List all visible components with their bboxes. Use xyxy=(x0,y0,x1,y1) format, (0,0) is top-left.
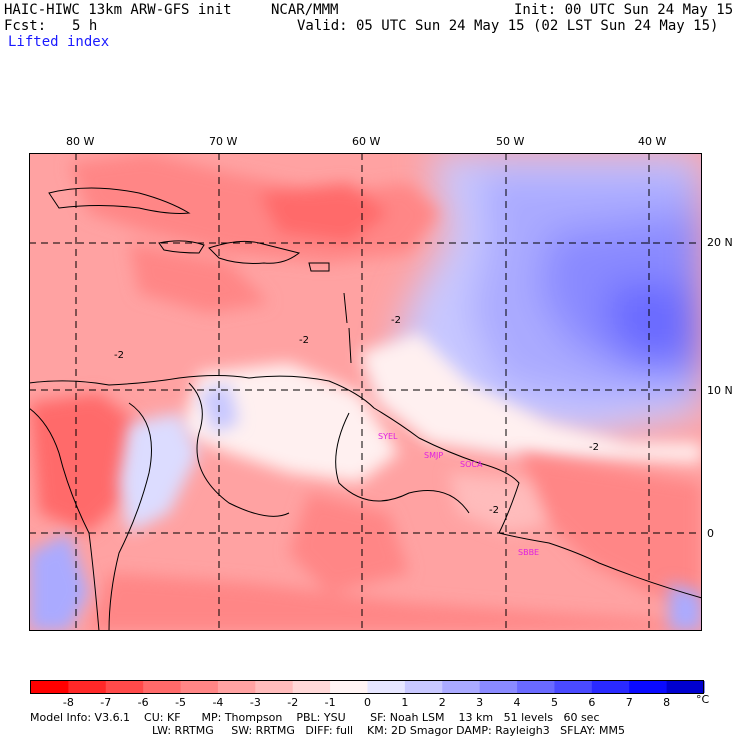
forecast-hour: 5 h xyxy=(72,18,98,34)
colorbar-swatch xyxy=(292,681,331,693)
field-name: Lifted index xyxy=(8,34,110,50)
colorbar-swatch xyxy=(180,681,219,693)
colorbar-swatch xyxy=(442,681,481,693)
lon-label-60w: 60 W xyxy=(352,135,381,148)
lon-label-50w: 50 W xyxy=(496,135,525,148)
colorbar-swatch xyxy=(666,681,705,693)
interior-contour xyxy=(335,412,470,514)
orinoco-outline xyxy=(188,382,290,517)
contour-label: -2 xyxy=(489,505,499,516)
colorbar-swatch xyxy=(629,681,668,693)
contour-label: -2 xyxy=(299,335,309,346)
station-syel: SYEL xyxy=(378,432,398,441)
colorbar-unit: °C xyxy=(696,693,710,706)
init-time: Init: 00 UTC Sun 24 May 15 xyxy=(514,2,734,18)
colorbar-tick-label: -2 xyxy=(287,696,299,709)
forecast-label: Fcst: xyxy=(4,18,47,34)
model-info-line1: Model Info: V3.6.1 CU: KF MP: Thompson P… xyxy=(30,711,600,724)
hispaniola-coast xyxy=(208,240,301,264)
colorbar-tick-label: -4 xyxy=(212,696,224,709)
stable-region-east xyxy=(389,153,702,438)
colorbar-swatch xyxy=(404,681,443,693)
colorbar-swatch xyxy=(517,681,555,693)
map-frame xyxy=(29,153,702,631)
coastlines xyxy=(29,187,702,631)
contour-label: -2 xyxy=(391,315,401,326)
south-america-north-coast xyxy=(29,375,702,599)
colorbar-tick-label: -7 xyxy=(100,696,112,709)
contour-labels: -2 -2 -2 -2 -2 xyxy=(114,315,599,516)
colorbar-tick-label: -5 xyxy=(175,696,187,709)
colorbar-swatch xyxy=(143,681,182,693)
station-smjp: SMJP xyxy=(424,451,444,460)
lat-label-0: 0 xyxy=(707,527,714,540)
colorbar-swatch xyxy=(367,681,406,693)
colorbar-swatch xyxy=(31,681,69,693)
cuba-coast xyxy=(48,187,191,214)
organization: NCAR/MMM xyxy=(271,2,339,18)
puerto-rico-coast xyxy=(308,262,330,272)
lat-lon-grid xyxy=(29,153,702,631)
colorbar-tick-label: -8 xyxy=(62,696,74,709)
colorbar-swatch xyxy=(105,681,144,693)
colorbar-swatch xyxy=(68,681,107,693)
model-title: HAIC-HIWC 13km ARW-GFS init xyxy=(4,2,232,18)
colorbar-frame xyxy=(30,680,704,694)
lon-label-70w: 70 W xyxy=(209,135,238,148)
contour-label: -2 xyxy=(589,442,599,453)
station-soca: SOCA xyxy=(460,460,483,469)
lon-label-40w: 40 W xyxy=(638,135,667,148)
jamaica-coast xyxy=(158,240,205,254)
lat-label-10n: 10 N xyxy=(707,384,733,397)
stable-patches-west xyxy=(29,383,702,631)
lon-label-80w: 80 W xyxy=(66,135,95,148)
colorbar-tick-label: 5 xyxy=(550,696,558,709)
contour-label: -2 xyxy=(114,350,124,361)
station-sbbe: SBBE xyxy=(518,548,540,557)
colorbar-tick-label: 8 xyxy=(663,696,671,709)
colorbar xyxy=(30,680,705,694)
model-info-line2: LW: RRTMG SW: RRTMG DIFF: full KM: 2D Sm… xyxy=(152,724,625,737)
pacific-coast xyxy=(29,407,100,631)
valid-time: Valid: 05 UTC Sun 24 May 15 (02 LST Sun … xyxy=(297,18,719,34)
colorbar-tick-label: -3 xyxy=(249,696,261,709)
colorbar-tick-label: -6 xyxy=(137,696,149,709)
colorbar-swatch xyxy=(554,681,593,693)
colorbar-swatch xyxy=(330,681,368,693)
colorbar-tick-label: 7 xyxy=(625,696,633,709)
colorbar-swatch xyxy=(255,681,294,693)
lat-label-20n: 20 N xyxy=(707,236,733,249)
lifted-index-map: -2 -2 -2 -2 -2 xyxy=(29,153,702,631)
colorbar-tick-label: -1 xyxy=(324,696,336,709)
colorbar-swatch xyxy=(479,681,518,693)
colorbar-tick-label: 6 xyxy=(588,696,596,709)
colorbar-tick-label: 3 xyxy=(476,696,484,709)
colorbar-tick-label: 0 xyxy=(364,696,371,709)
lesser-antilles xyxy=(343,292,352,364)
neutral-band xyxy=(179,333,702,483)
colorbar-tick-label: 2 xyxy=(438,696,446,709)
colorbar-swatch xyxy=(591,681,630,693)
colorbar-swatch xyxy=(217,681,256,693)
colorbar-tick-label: 4 xyxy=(513,696,521,709)
andes-outline xyxy=(108,402,152,631)
colorbar-tick-label: 1 xyxy=(401,696,409,709)
